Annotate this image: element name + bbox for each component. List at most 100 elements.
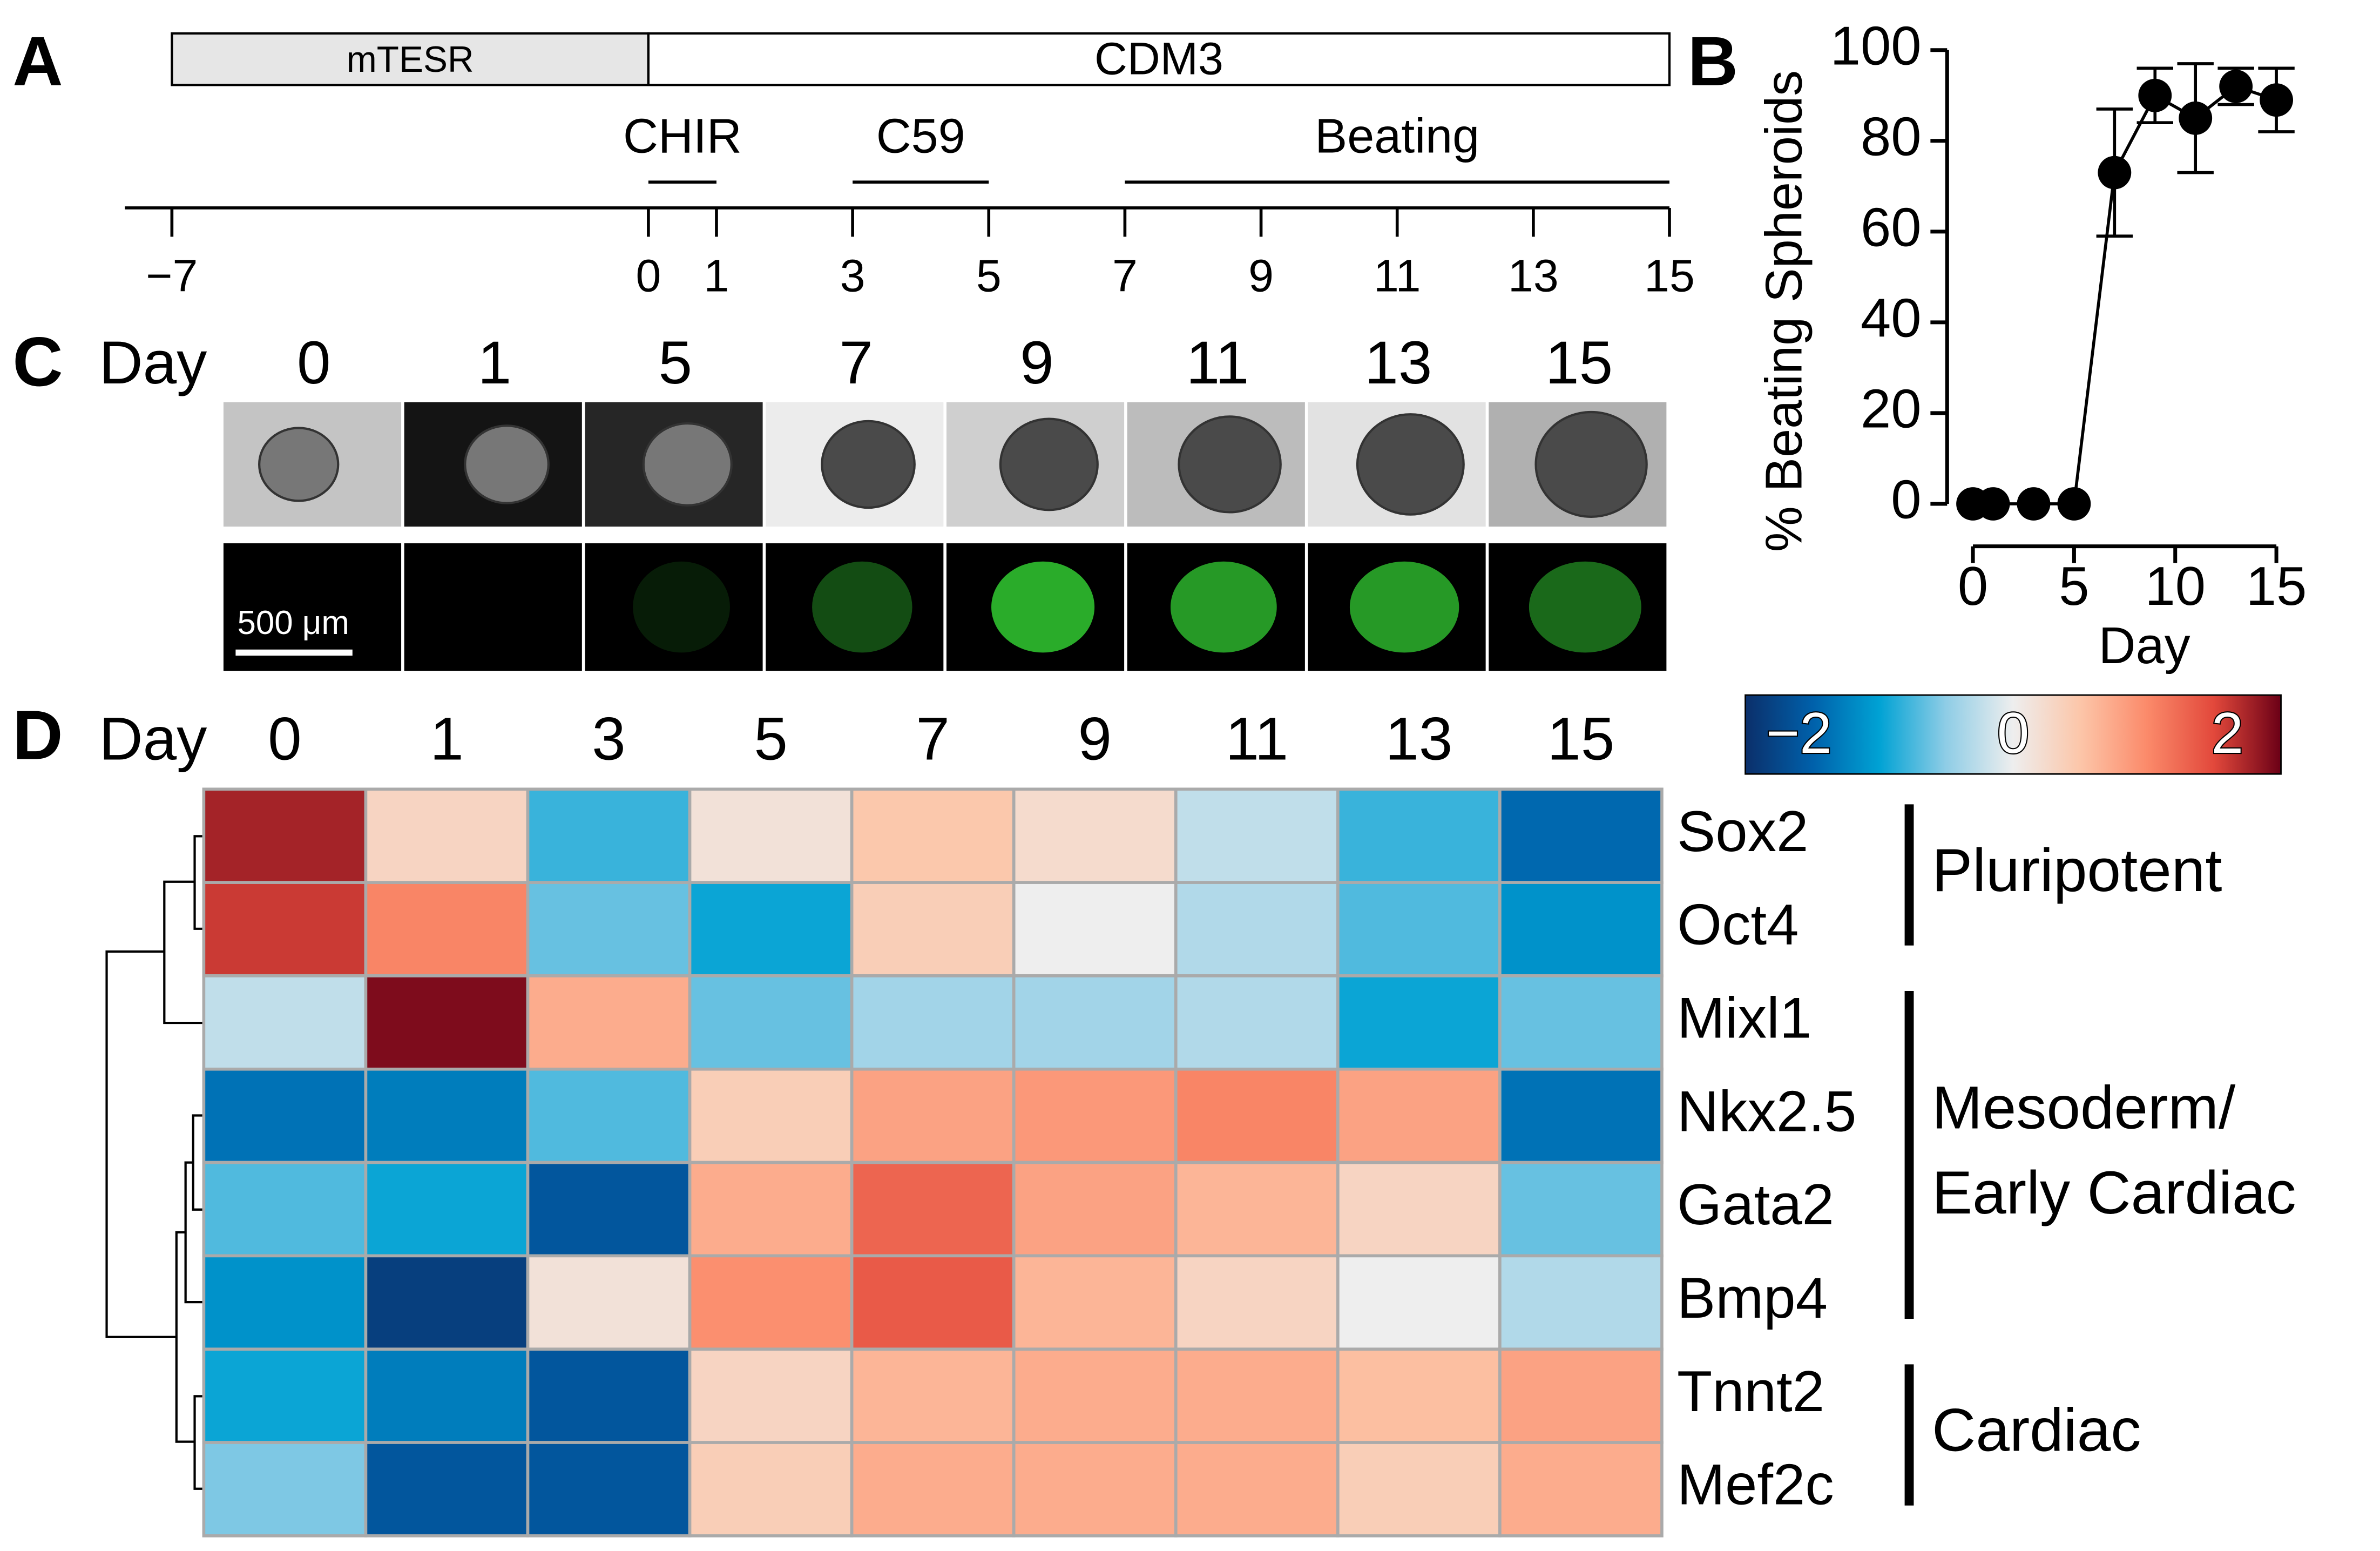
heatmap-cell: [850, 1254, 1016, 1351]
timeline-tick-label: 9: [1248, 250, 1274, 301]
row-label: Bmp4: [1677, 1265, 1828, 1330]
colorbar-tick-label: 0: [1997, 700, 2029, 765]
timeline-tick-label: 15: [1644, 250, 1695, 301]
spheroid: [642, 422, 733, 507]
heatmap-cell: [850, 1441, 1016, 1537]
heatmap-cell: [202, 1161, 368, 1258]
heatmap-cell: [526, 1441, 692, 1537]
heatmap-cell: [1498, 1161, 1664, 1258]
heatmap-cell: [1012, 787, 1178, 884]
day-number: 1: [478, 328, 512, 396]
day-number: 9: [1020, 328, 1054, 396]
gfp-signal: [991, 561, 1095, 653]
timeline-tick-label: 5: [976, 250, 1002, 301]
column-label: 13: [1385, 705, 1452, 773]
heatmap-cell: [1336, 1161, 1502, 1258]
y-tick-label: 100: [1830, 15, 1922, 76]
fluorescence-image: [404, 543, 582, 671]
timeline-tick-label: 7: [1112, 250, 1138, 301]
spheroid: [1356, 413, 1465, 516]
day-number: 0: [297, 328, 331, 396]
heatmap-cell: [688, 1161, 854, 1258]
gfp-signal: [1170, 561, 1277, 653]
heatmap-cell: [1174, 974, 1340, 1071]
fluorescence-image: [585, 543, 763, 671]
heatmap-cell: [1012, 1441, 1178, 1537]
day-number: 7: [839, 328, 873, 396]
heatmap-cell: [688, 1067, 854, 1164]
heatmap-cell: [850, 1161, 1016, 1258]
column-label: 5: [754, 705, 788, 773]
group-label: Mesoderm/: [1932, 1074, 2236, 1142]
row-label: Nkx2.5: [1677, 1078, 1856, 1143]
heatmap-cell: [1012, 1347, 1178, 1444]
column-label: 11: [1225, 705, 1288, 773]
heatmap-cell: [526, 1161, 692, 1258]
row-label: Mef2c: [1677, 1452, 1834, 1517]
y-axis-label: % Beating Spheroids: [1755, 70, 1813, 552]
heatmap-cell: [1498, 1441, 1664, 1537]
dendrogram-branch: [105, 950, 177, 1338]
heatmap-cell: [1336, 1347, 1502, 1444]
heatmap-cell: [1336, 1441, 1502, 1537]
heatmap-cell: [202, 1067, 368, 1164]
heatmap-cell: [526, 1254, 692, 1351]
group-label: Cardiac: [1932, 1396, 2141, 1464]
heatmap-cell: [688, 1441, 854, 1537]
row-label: Mixl1: [1677, 986, 1811, 1050]
data-point: [2260, 83, 2293, 117]
y-tick-label: 60: [1861, 197, 1922, 258]
heatmap-cell: [1174, 1067, 1340, 1164]
gfp-signal: [1529, 561, 1641, 653]
spheroid: [1534, 410, 1648, 518]
timeline-tick-label: 1: [704, 250, 729, 301]
heatmap-cell: [526, 881, 692, 977]
heatmap-cell: [1498, 1254, 1664, 1351]
heatmap-cell: [1498, 881, 1664, 977]
heatmap-cell: [850, 787, 1016, 884]
column-label: 15: [1547, 705, 1614, 773]
heatmap-cell: [202, 1254, 368, 1351]
heatmap-cell: [526, 974, 692, 1071]
spheroid: [999, 417, 1099, 511]
dendrogram-branch: [163, 880, 204, 1024]
day-number: 11: [1186, 328, 1249, 396]
timeline-tick-label: 11: [1374, 250, 1421, 301]
heatmap-cell: [688, 1347, 854, 1444]
column-label: 9: [1078, 705, 1112, 773]
heatmap-cell: [202, 974, 368, 1071]
heatmap-cell: [202, 1441, 368, 1537]
heatmap-cell: [1336, 787, 1502, 884]
gfp-signal: [812, 561, 912, 653]
heatmap-cell: [364, 1441, 530, 1537]
heatmap-cell: [1498, 1067, 1664, 1164]
row-label: Oct4: [1677, 892, 1798, 957]
data-point: [2057, 487, 2091, 521]
data-point: [2138, 78, 2172, 112]
spheroid: [464, 424, 550, 504]
heatmap-cell: [1012, 1161, 1178, 1258]
heatmap-cell: [364, 881, 530, 977]
heatmap-cell: [1174, 1161, 1340, 1258]
column-label: 7: [916, 705, 950, 773]
row-label: Sox2: [1677, 799, 1808, 864]
heatmap-cell: [364, 1161, 530, 1258]
treatment-label: Beating: [1315, 109, 1479, 163]
panel-label: D: [12, 697, 63, 774]
day-label: Day: [99, 328, 207, 396]
treatment-label: C59: [876, 109, 965, 163]
heatmap-cell: [364, 974, 530, 1071]
heatmap-cell: [364, 1347, 530, 1444]
x-tick-label: 0: [1958, 556, 1988, 617]
heatmap-cell: [364, 787, 530, 884]
column-label: 1: [430, 705, 464, 773]
heatmap-cell: [526, 1347, 692, 1444]
timeline-tick-label: 13: [1508, 250, 1559, 301]
gfp-signal: [633, 561, 730, 653]
fluorescence-image: [766, 543, 944, 671]
heatmap-cell: [688, 787, 854, 884]
x-axis-label: Day: [2099, 617, 2190, 675]
spheroid: [258, 427, 340, 502]
heatmap-cell: [1012, 1254, 1178, 1351]
group-label: Early Cardiac: [1932, 1158, 2296, 1226]
